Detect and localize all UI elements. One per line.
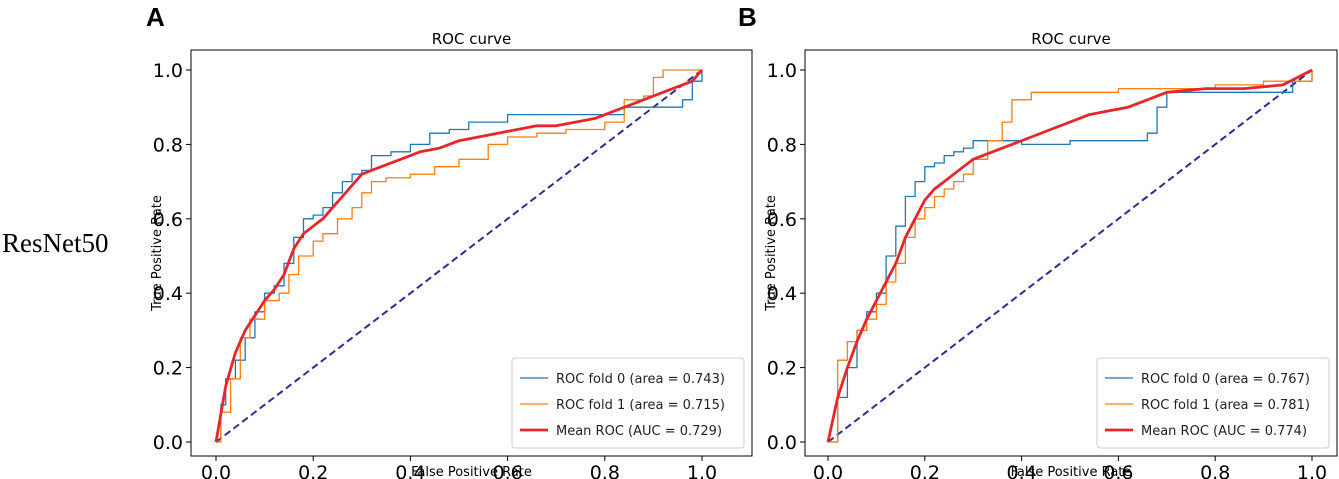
x-tick-label: 0.0 xyxy=(201,462,231,479)
y-tick-label: 0.0 xyxy=(153,432,183,454)
y-tick-label: 0.0 xyxy=(767,432,797,454)
legend: ROC fold 0 (area = 0.743) ROC fold 1 (are… xyxy=(511,357,745,449)
panel-letter: B xyxy=(738,2,757,32)
x-tick-label: 1.0 xyxy=(687,462,717,479)
legend-entry: ROC fold 1 (area = 0.715) xyxy=(556,398,725,413)
y-tick-label: 0.2 xyxy=(767,358,797,380)
y-tick-label: 1.0 xyxy=(153,60,183,82)
series-group xyxy=(826,68,1313,443)
x-axis-label: False Positive Rate xyxy=(1011,465,1132,479)
y-tick-label: 1.0 xyxy=(767,60,797,82)
y-tick-label: 0.6 xyxy=(153,209,183,231)
series-group xyxy=(214,69,704,443)
legend: ROC fold 0 (area = 0.767) ROC fold 1 (are… xyxy=(1096,357,1330,449)
axes-frame xyxy=(190,49,753,457)
y-tick-label: 0.6 xyxy=(767,209,797,231)
x-tick-label: 1.0 xyxy=(1297,462,1327,479)
x-tick-label: 0.2 xyxy=(298,462,328,479)
y-tick-label: 0.4 xyxy=(767,283,797,305)
legend-box xyxy=(1096,357,1330,449)
x-tick-label: 0.8 xyxy=(1200,462,1230,479)
legend-entry: ROC fold 0 (area = 0.767) xyxy=(1141,372,1310,387)
panel-letter: A xyxy=(146,2,165,32)
legend-entry: Mean ROC (AUC = 0.729) xyxy=(556,424,722,439)
y-tick-label: 0.4 xyxy=(153,283,183,305)
x-tick-label: 0.2 xyxy=(910,462,940,479)
axes-frame xyxy=(804,49,1338,457)
roc-panel-b: B ROC curve 0.0 0.2 0.4 0.6 0.8 1.0 0.0 0.2 0.4 0.6… xyxy=(738,2,1338,479)
y-axis-label: True Positive Rate xyxy=(764,195,779,312)
x-tick-label: 0.4 xyxy=(395,462,425,479)
x-tick-label: 0.0 xyxy=(813,462,843,479)
roc-fold-0-line xyxy=(216,70,703,443)
roc-fold-0-line xyxy=(828,70,1313,443)
x-axis-label: False Positive Rate xyxy=(411,465,532,479)
y-tick-label: 0.8 xyxy=(153,134,183,156)
mean-roc-line xyxy=(214,69,704,443)
y-axis-label: True Positive Rate xyxy=(150,195,165,312)
y-tick-label: 0.2 xyxy=(153,358,183,380)
legend-entry: ROC fold 0 (area = 0.743) xyxy=(556,372,725,387)
chart-title: ROC curve xyxy=(432,30,512,48)
x-tick-label: 0.4 xyxy=(1006,462,1036,479)
x-tick-label: 0.8 xyxy=(590,462,620,479)
y-tick-label: 0.8 xyxy=(767,134,797,156)
legend-entry: Mean ROC (AUC = 0.774) xyxy=(1141,424,1307,439)
chance-line xyxy=(215,69,703,443)
roc-fold-1-line xyxy=(216,69,702,443)
chance-line xyxy=(827,69,1313,443)
mean-roc-line xyxy=(826,68,1313,443)
row-label: ResNet50 xyxy=(2,228,108,258)
roc-panel-a: A ROC curve 0.0 0.2 0.4 0.6 0.8 1.0 0.0 0.2 0.4 0.6… xyxy=(146,2,753,479)
legend-entry: ROC fold 1 (area = 0.781) xyxy=(1141,398,1310,413)
panels: A ROC curve 0.0 0.2 0.4 0.6 0.8 1.0 0.0 0.2 0.4 0.6… xyxy=(146,2,1338,479)
legend-box xyxy=(511,357,745,449)
x-tick-label: 0.6 xyxy=(492,462,522,479)
x-tick-label: 0.6 xyxy=(1103,462,1133,479)
chart-title: ROC curve xyxy=(1031,30,1111,48)
